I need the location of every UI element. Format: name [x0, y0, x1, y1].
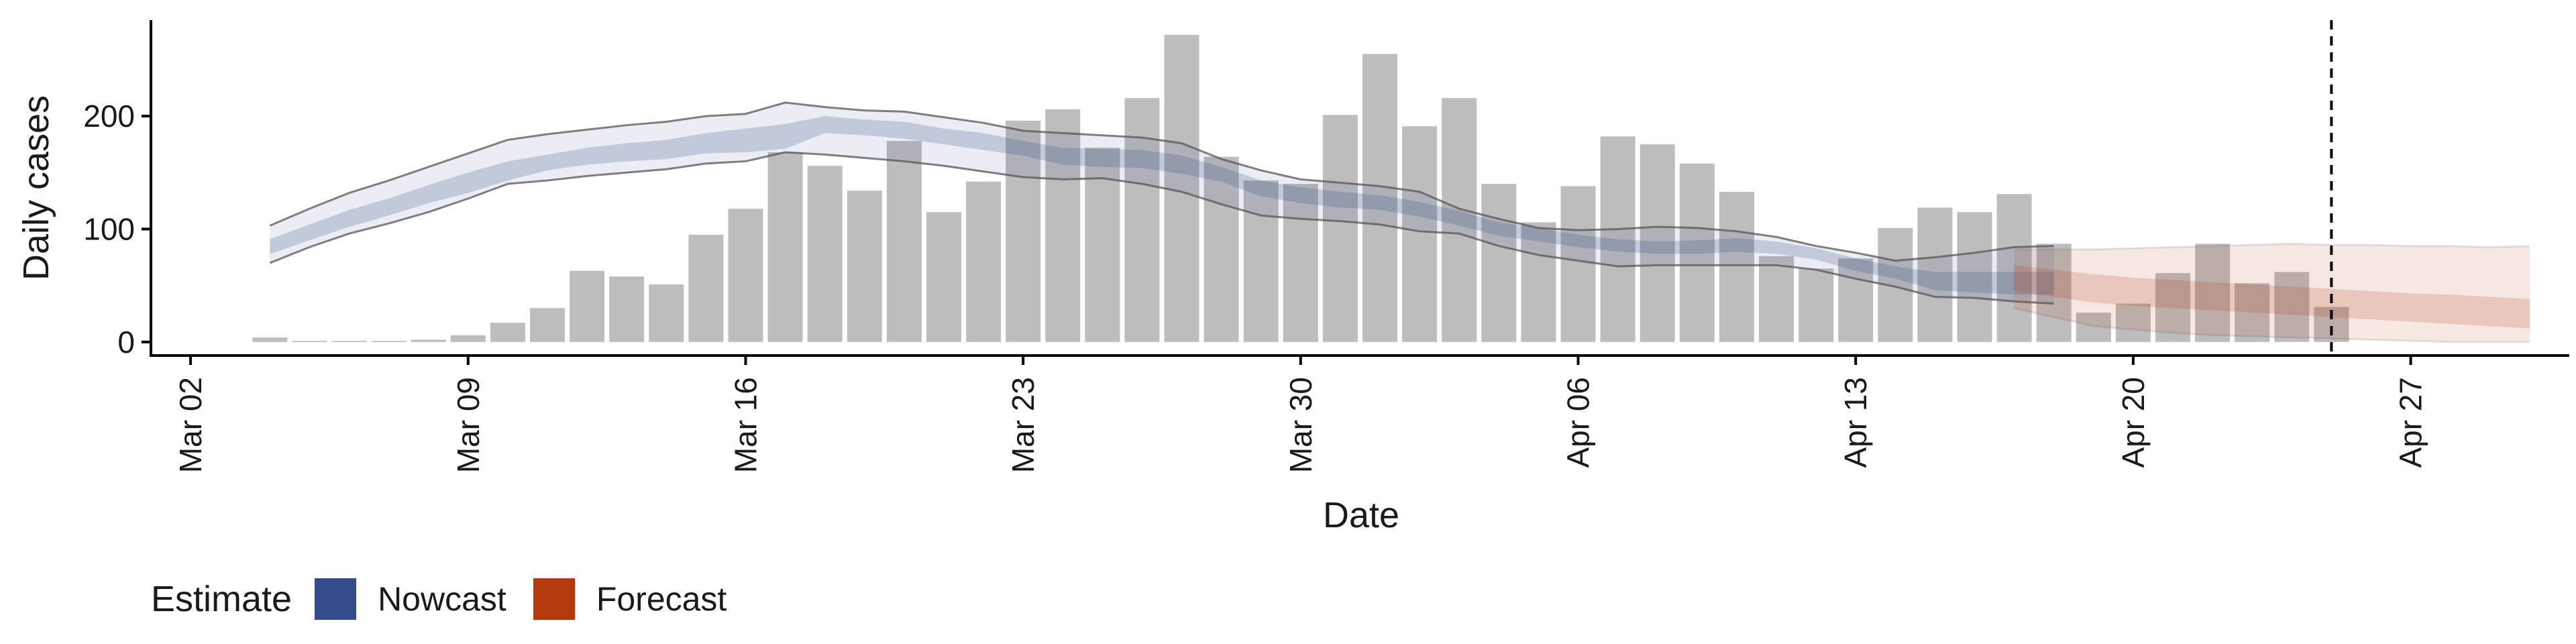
bar	[490, 323, 525, 342]
legend-label-nowcast: Nowcast	[378, 580, 506, 618]
x-tick-label: Mar 30	[1283, 377, 1318, 473]
bar	[1600, 136, 1635, 342]
bar	[2235, 283, 2270, 342]
bar	[2155, 273, 2191, 342]
legend-label-forecast: Forecast	[596, 580, 727, 618]
nowcast-upper-line	[269, 101, 2054, 262]
bar	[1164, 34, 1199, 342]
bar	[966, 181, 1002, 342]
forecast-band-50	[2014, 265, 2530, 329]
y-tick-label: 200	[83, 99, 135, 133]
bar	[1679, 163, 1715, 342]
nowcast-band-90	[270, 102, 2054, 304]
bar	[609, 276, 645, 342]
x-tick-label: Apr 13	[1838, 377, 1873, 468]
bar	[1362, 54, 1398, 342]
forecast-lower-line	[2014, 307, 2530, 343]
x-axis-ticks: Mar 02 Mar 09 Mar 16 Mar 23 Mar 30 Apr 06 Apr …	[173, 356, 2428, 473]
bands-layer	[269, 101, 2530, 343]
bar	[292, 341, 327, 342]
forecast-band-90	[2014, 244, 2530, 342]
bar	[1957, 212, 1992, 342]
bar	[1402, 126, 1438, 342]
bar	[1442, 98, 1477, 342]
bar	[2274, 272, 2310, 342]
bar	[1799, 268, 1834, 342]
x-tick-label: Mar 23	[1006, 377, 1040, 473]
bar	[2115, 303, 2151, 342]
x-tick-label: Apr 20	[2116, 377, 2151, 468]
bar	[1006, 120, 1041, 342]
legend-key-nowcast	[315, 578, 357, 620]
bar	[1203, 156, 1239, 342]
bar	[688, 234, 724, 342]
bar	[847, 191, 882, 342]
bar	[529, 308, 565, 342]
nowcast-lower-line	[269, 151, 2054, 305]
legend-title: Estimate	[151, 579, 292, 619]
y-axis-title: Daily cases	[16, 95, 56, 280]
bar	[767, 152, 803, 342]
x-tick-label: Apr 27	[2394, 377, 2428, 468]
bar	[1481, 184, 1517, 342]
bar	[1045, 109, 1081, 342]
bar	[649, 284, 684, 342]
bar	[807, 166, 843, 342]
x-tick-label: Apr 06	[1561, 377, 1596, 468]
bar	[1996, 194, 2032, 342]
bar	[2195, 244, 2231, 342]
bar	[252, 337, 288, 342]
y-tick-label: 100	[83, 211, 135, 246]
bar	[450, 335, 486, 342]
x-tick-label: Mar 16	[728, 377, 763, 473]
bar	[570, 270, 605, 342]
bar	[371, 341, 407, 342]
bar	[1283, 184, 1318, 342]
bar	[926, 212, 961, 342]
bar	[411, 339, 446, 342]
x-tick-label: Mar 09	[451, 377, 486, 473]
bar	[331, 341, 367, 342]
x-tick-label: Mar 02	[173, 377, 208, 473]
y-tick-label: 0	[117, 325, 135, 360]
bar	[886, 141, 922, 342]
bar	[1759, 256, 1794, 342]
legend-key-forecast	[533, 578, 575, 620]
bar	[2076, 313, 2111, 342]
bar	[1640, 144, 1675, 342]
bar	[1243, 180, 1279, 342]
bar	[1521, 222, 1556, 342]
bar	[1560, 186, 1596, 342]
chart-canvas: 0 100 200 Mar 02 Mar 09 Mar 16 Mar 23 Mar 30 Ap…	[16, 20, 2569, 535]
bar	[1917, 207, 1953, 342]
bar	[2036, 244, 2072, 342]
forecast-upper-line	[2014, 242, 2530, 251]
bars-layer	[252, 34, 2349, 342]
legend: Estimate Nowcast Forecast	[151, 578, 753, 620]
bar	[1719, 191, 1754, 342]
nowcast-band-50	[270, 116, 2054, 295]
x-axis-title: Date	[1323, 495, 1399, 535]
y-axis-ticks: 0 100 200	[83, 99, 151, 360]
bar	[1322, 115, 1358, 342]
bar	[728, 209, 763, 342]
bar	[1838, 258, 1874, 342]
bar	[1124, 98, 1160, 342]
